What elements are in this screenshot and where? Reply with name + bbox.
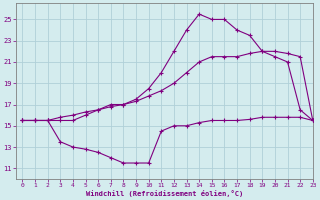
X-axis label: Windchill (Refroidissement éolien,°C): Windchill (Refroidissement éolien,°C) (86, 190, 243, 197)
